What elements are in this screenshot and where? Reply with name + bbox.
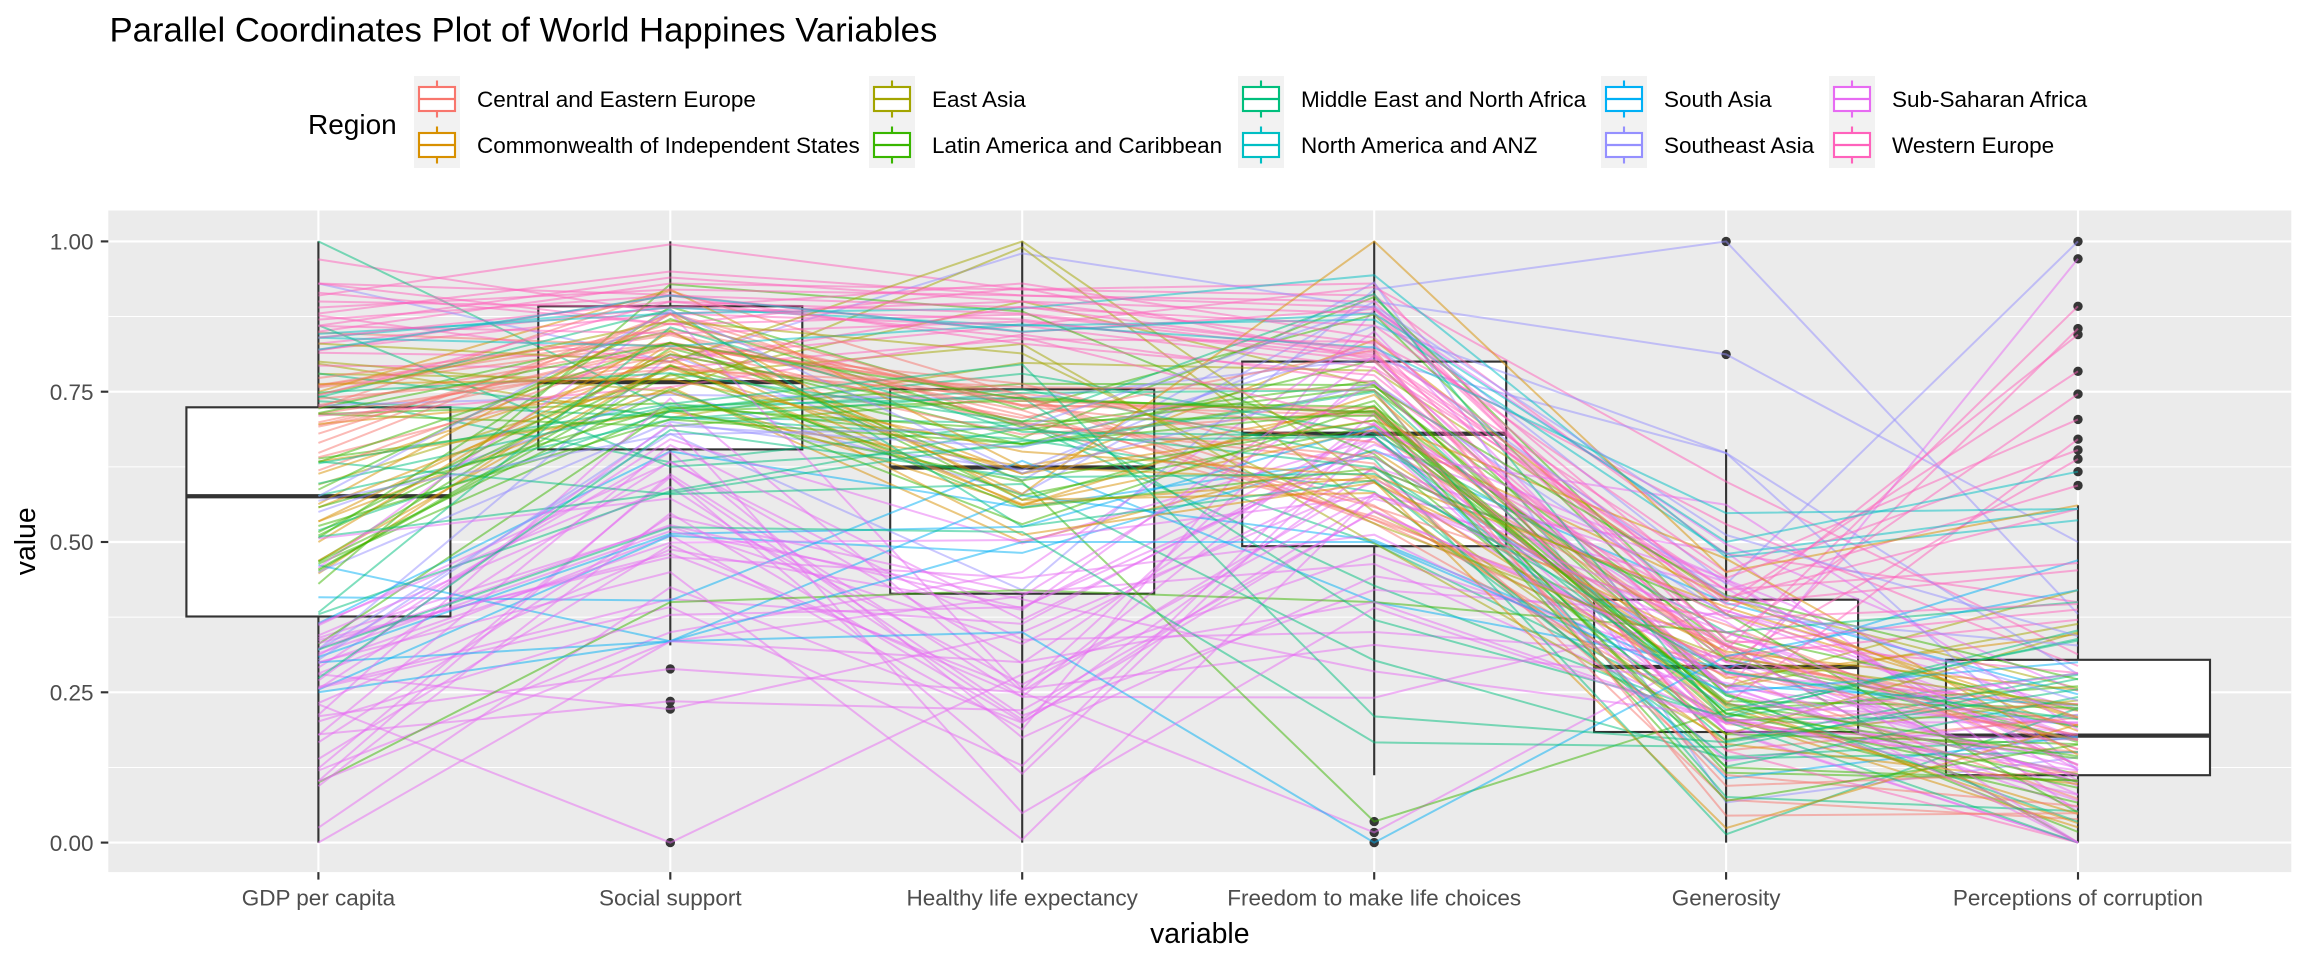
svg-text:1.00: 1.00 xyxy=(50,230,94,255)
svg-text:Freedom to make life choices: Freedom to make life choices xyxy=(1227,886,1521,911)
svg-text:Latin America and Caribbean: Latin America and Caribbean xyxy=(932,133,1222,158)
svg-text:Social support: Social support xyxy=(599,886,742,911)
svg-text:0.50: 0.50 xyxy=(50,530,94,555)
svg-text:Perceptions of corruption: Perceptions of corruption xyxy=(1953,886,2203,911)
svg-text:East Asia: East Asia xyxy=(932,87,1026,112)
svg-text:Generosity: Generosity xyxy=(1672,886,1782,911)
svg-text:Commonwealth of Independent St: Commonwealth of Independent States xyxy=(477,133,860,158)
svg-text:Middle East and North Africa: Middle East and North Africa xyxy=(1301,87,1587,112)
svg-text:Sub-Saharan Africa: Sub-Saharan Africa xyxy=(1892,87,2088,112)
svg-text:0.25: 0.25 xyxy=(50,681,94,706)
svg-text:0.00: 0.00 xyxy=(50,831,94,856)
svg-text:0.75: 0.75 xyxy=(50,380,94,405)
svg-text:Region: Region xyxy=(308,109,397,140)
svg-text:South Asia: South Asia xyxy=(1664,87,1772,112)
svg-text:North America and ANZ: North America and ANZ xyxy=(1301,133,1538,158)
svg-text:Healthy life expectancy: Healthy life expectancy xyxy=(907,886,1139,911)
svg-text:value: value xyxy=(10,507,42,575)
svg-text:Central and Eastern Europe: Central and Eastern Europe xyxy=(477,87,756,112)
svg-text:Western Europe: Western Europe xyxy=(1892,133,2054,158)
svg-text:Parallel Coordinates Plot of W: Parallel Coordinates Plot of World Happi… xyxy=(110,12,938,50)
svg-text:GDP per capita: GDP per capita xyxy=(242,886,396,911)
svg-text:variable: variable xyxy=(1150,918,1249,950)
svg-text:Southeast Asia: Southeast Asia xyxy=(1664,133,1815,158)
